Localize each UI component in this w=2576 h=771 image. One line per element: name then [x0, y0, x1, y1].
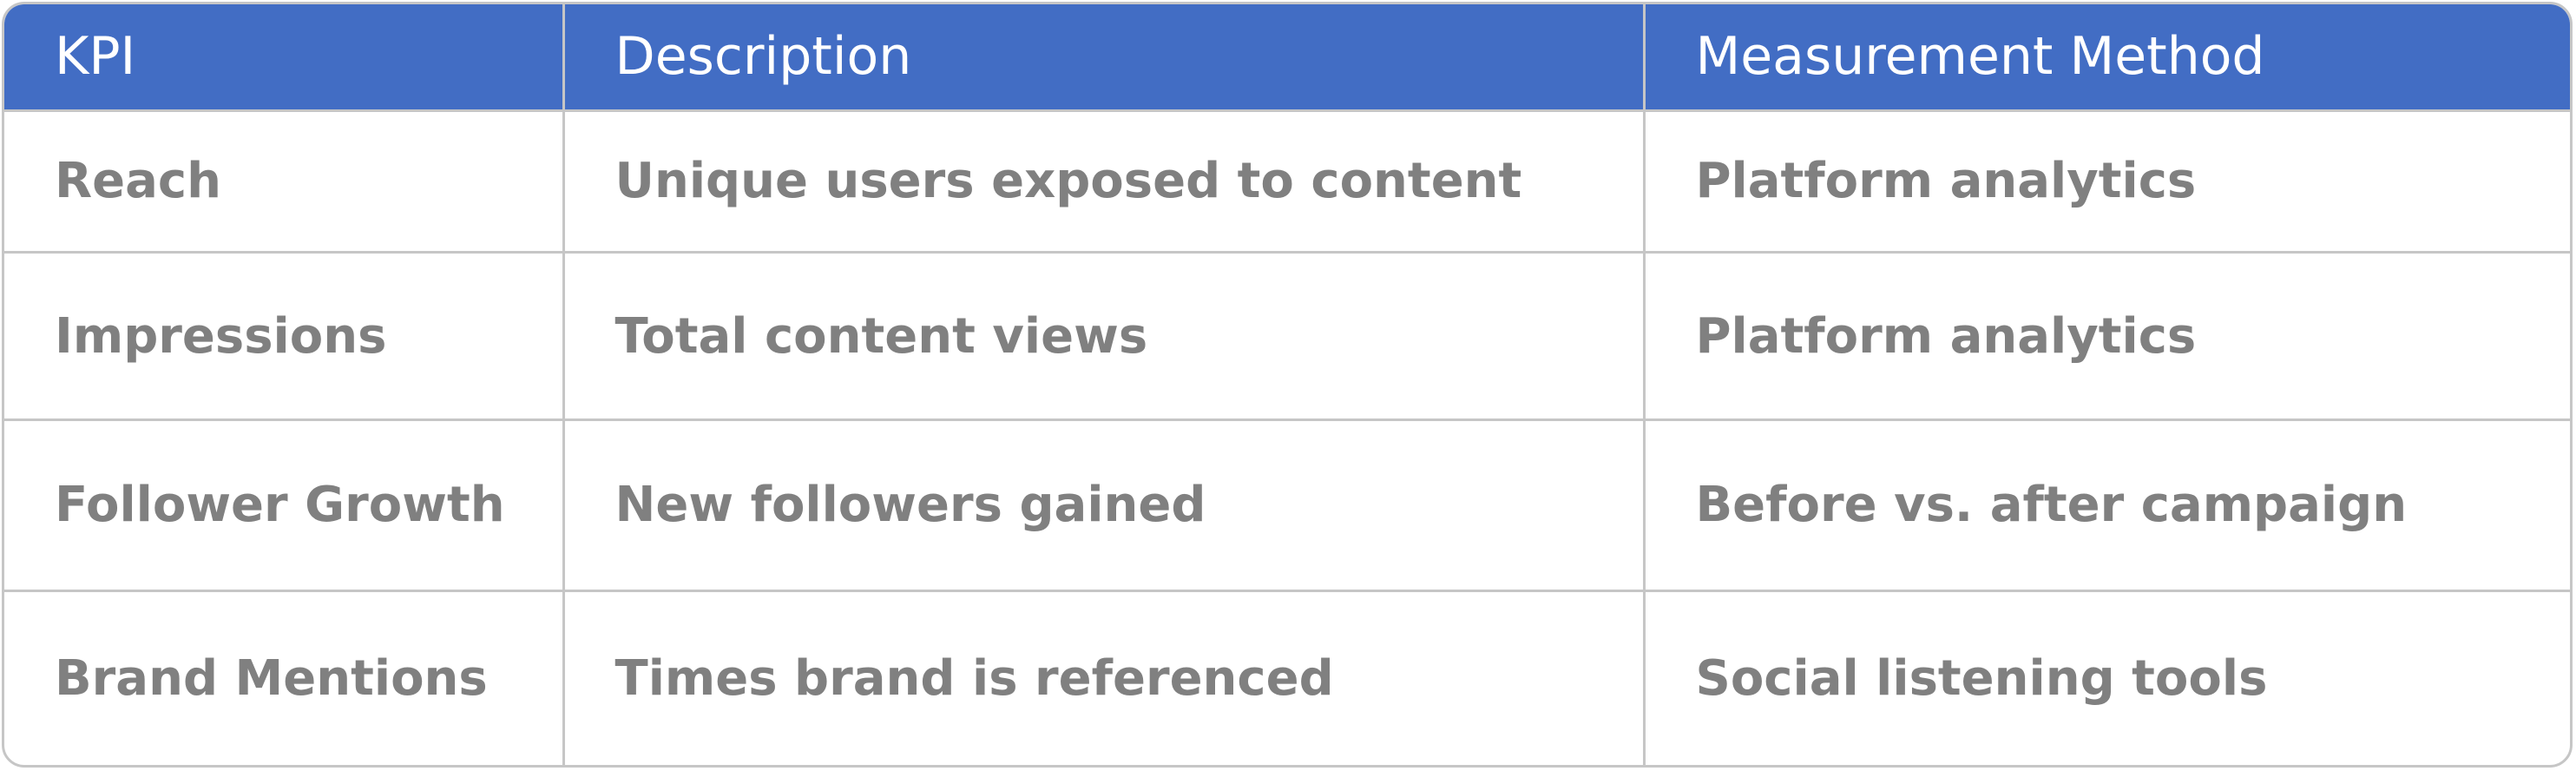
- cell-measurement-method: Platform analytics: [1644, 109, 2570, 253]
- header-measurement-method: Measurement Method: [1695, 26, 2265, 88]
- cell-description: Total content views: [563, 251, 1646, 420]
- cell-measurement-method: Platform analytics: [1644, 251, 2570, 420]
- cell-description: Times brand is referenced: [563, 589, 1646, 765]
- table-row: Brand Mentions Times brand is referenced…: [4, 589, 2570, 765]
- header-kpi: KPI: [4, 4, 565, 110]
- cell-description: New followers gained: [563, 418, 1646, 591]
- cell-measurement-method: Before vs. after campaign: [1644, 418, 2570, 591]
- table-header: KPI Description Measurement Method: [4, 4, 2570, 110]
- cell-kpi: Follower Growth: [4, 418, 565, 591]
- cell-measurement-method: Social listening tools: [1644, 589, 2570, 765]
- table-body: Reach Unique users exposed to content Pl…: [4, 109, 2570, 765]
- cell-kpi: Impressions: [4, 251, 565, 420]
- header-description: Description: [563, 4, 1646, 110]
- cell-kpi: Brand Mentions: [4, 589, 565, 765]
- kpi-table-grid: KPI Description Measurement Method Reach…: [4, 4, 2570, 765]
- table-row: Follower Growth New followers gained Bef…: [4, 418, 2570, 591]
- cell-description: Unique users exposed to content: [563, 109, 1646, 253]
- header-row: KPI Description Measurement Method: [4, 4, 2570, 110]
- table-row: Reach Unique users exposed to content Pl…: [4, 109, 2570, 253]
- cell-kpi: Reach: [4, 109, 565, 253]
- table-row: Impressions Total content views Platform…: [4, 251, 2570, 420]
